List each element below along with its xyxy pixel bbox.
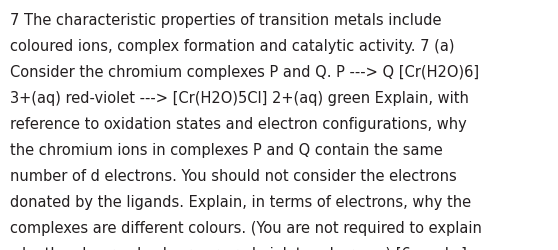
Text: complexes are different colours. (You are not required to explain: complexes are different colours. (You ar…: [10, 220, 482, 236]
Text: coloured ions, complex formation and catalytic activity. 7 (a): coloured ions, complex formation and cat…: [10, 38, 455, 54]
Text: Consider the chromium complexes P and Q. P ---> Q [Cr(H2O)6]: Consider the chromium complexes P and Q.…: [10, 64, 479, 80]
Text: reference to oxidation states and electron configurations, why: reference to oxidation states and electr…: [10, 116, 467, 132]
Text: why the observed colours are red-violet and green.) [6 marks]: why the observed colours are red-violet …: [10, 246, 467, 250]
Text: donated by the ligands. Explain, in terms of electrons, why the: donated by the ligands. Explain, in term…: [10, 194, 471, 210]
Text: number of d electrons. You should not consider the electrons: number of d electrons. You should not co…: [10, 168, 457, 184]
Text: 3+(aq) red-violet ---> [Cr(H2O)5Cl] 2+(aq) green Explain, with: 3+(aq) red-violet ---> [Cr(H2O)5Cl] 2+(a…: [10, 90, 469, 106]
Text: 7 The characteristic properties of transition metals include: 7 The characteristic properties of trans…: [10, 12, 441, 28]
Text: the chromium ions in complexes P and Q contain the same: the chromium ions in complexes P and Q c…: [10, 142, 443, 158]
